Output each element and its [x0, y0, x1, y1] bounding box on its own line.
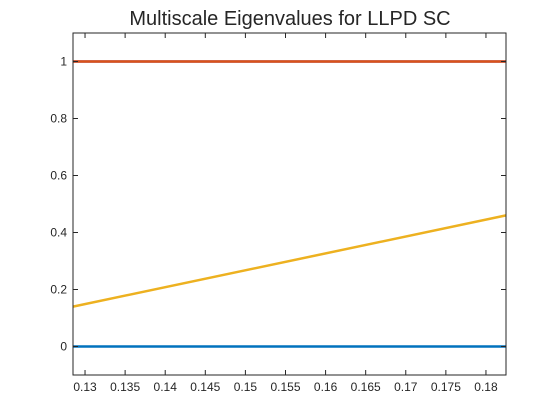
y-tick-label: 0.8	[50, 112, 67, 126]
x-tick-label: 0.15	[234, 380, 258, 394]
x-tick-label: 0.155	[270, 380, 300, 394]
chart-title: Multiscale Eigenvalues for LLPD SC	[129, 8, 450, 30]
x-tick-label: 0.17	[394, 380, 418, 394]
axes-box	[72, 32, 507, 376]
x-tick-label: 0.145	[190, 380, 220, 394]
x-tick-label: 0.175	[431, 380, 461, 394]
x-tick-label: 0.13	[73, 380, 97, 394]
x-tick-label: 0.18	[474, 380, 498, 394]
x-tick-label: 0.16	[314, 380, 338, 394]
y-tick-label: 1	[60, 55, 67, 69]
x-tick-label: 0.14	[154, 380, 178, 394]
x-tick-label: 0.165	[351, 380, 381, 394]
x-tick-label: 0.135	[110, 380, 140, 394]
y-tick-label: 0	[60, 340, 67, 354]
axis-ticks: 0.13 0.135 0.14 0.145 0.15 0.155 0.16 0.165 0.17…	[50, 33, 506, 394]
y-tick-label: 0.2	[50, 283, 67, 297]
y-tick-label: 0.4	[50, 226, 67, 240]
plot-area	[72, 60, 507, 348]
series-line-2	[72, 214, 507, 308]
y-tick-label: 0.6	[50, 169, 67, 183]
